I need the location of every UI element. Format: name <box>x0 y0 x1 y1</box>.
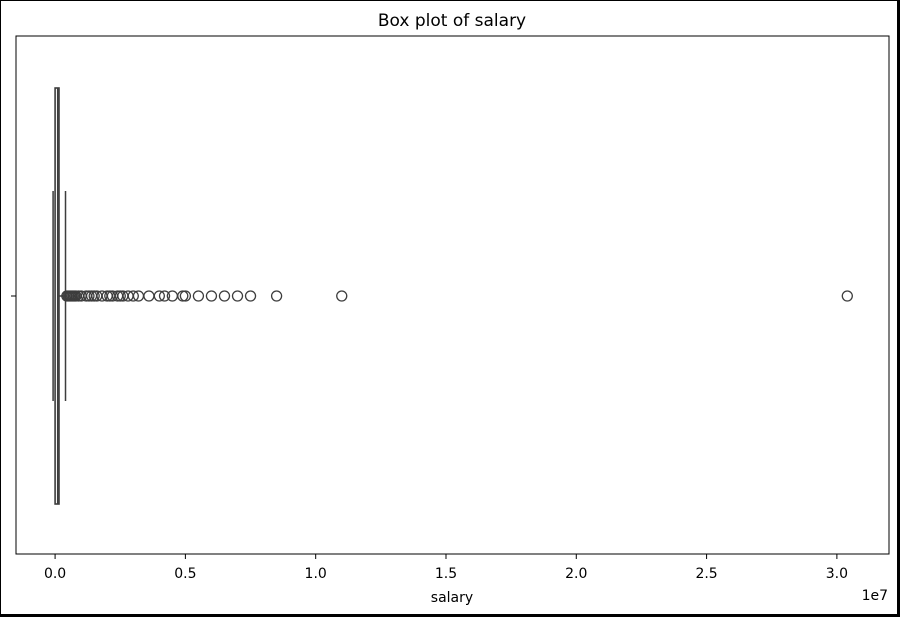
outlier-point <box>841 290 853 302</box>
x-tick-label: 2.5 <box>695 566 717 582</box>
x-tick-label: 1.0 <box>305 566 327 582</box>
x-tick-label: 0.5 <box>174 566 196 582</box>
outlier-point <box>179 290 192 302</box>
plot-area <box>15 35 890 555</box>
x-tick-label: 3.0 <box>826 566 848 582</box>
chart-title: Box plot of salary <box>378 11 526 31</box>
outlier-point <box>205 290 218 302</box>
chart-marks <box>52 87 853 505</box>
x-tick-label: 0.0 <box>44 566 66 582</box>
x-axis-label: salary <box>431 590 473 606</box>
x-tick-label: 1.5 <box>435 566 457 582</box>
outlier-point <box>158 290 171 302</box>
outlier-point <box>218 290 231 302</box>
outlier-point <box>231 290 244 302</box>
outlier-point <box>127 290 139 302</box>
outlier-point <box>244 290 257 302</box>
outlier-point <box>153 290 165 302</box>
outlier-point <box>270 290 283 302</box>
x-axis-ticks: 0.0 0.5 1.0 1.5 2.0 2.5 3.0 <box>44 554 848 582</box>
x-tick-label: 2.0 <box>565 566 587 582</box>
outlier-point <box>192 290 205 302</box>
outlier-point <box>336 290 348 302</box>
x-axis-offset-text: 1e7 <box>862 588 888 604</box>
